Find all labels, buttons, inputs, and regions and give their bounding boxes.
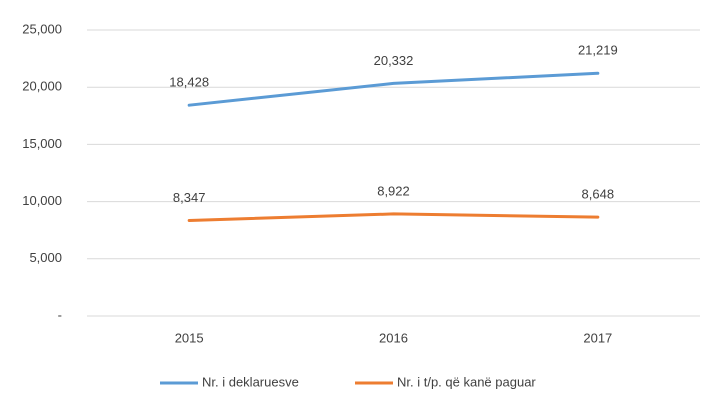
legend-label: Nr. i t/p. që kanë paguar (397, 374, 536, 389)
y-tick-label: 10,000 (22, 193, 62, 208)
x-tick-label: 2016 (379, 330, 408, 345)
y-tick-label: 25,000 (22, 21, 62, 36)
data-label: 8,347 (173, 190, 206, 205)
y-tick-label: 15,000 (22, 136, 62, 151)
data-label: 18,428 (169, 75, 209, 90)
y-tick-label: 20,000 (22, 79, 62, 94)
data-label: 8,648 (582, 187, 615, 202)
legend-label: Nr. i deklaruesve (202, 374, 299, 389)
data-label: 21,219 (578, 43, 618, 58)
x-tick-label: 2017 (583, 330, 612, 345)
data-label: 8,922 (377, 183, 410, 198)
y-tick-label: 5,000 (29, 250, 62, 265)
series-line (187, 212, 600, 223)
series-line (187, 71, 600, 107)
x-tick-label: 2015 (175, 330, 204, 345)
data-label: 20,332 (374, 53, 414, 68)
y-tick-label: - (58, 307, 62, 322)
